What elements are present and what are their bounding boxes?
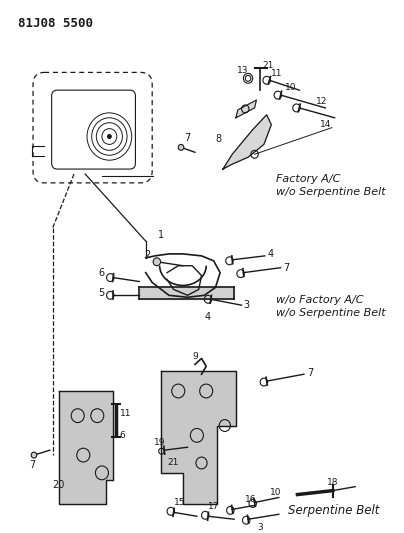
Polygon shape — [223, 115, 271, 169]
Polygon shape — [162, 372, 236, 504]
Text: 4: 4 — [267, 249, 274, 259]
Text: 6: 6 — [98, 268, 104, 278]
Text: 5: 5 — [98, 288, 105, 298]
Text: Factory A/C: Factory A/C — [276, 174, 341, 184]
Text: 10: 10 — [285, 83, 297, 92]
Text: w/o Factory A/C: w/o Factory A/C — [276, 295, 364, 305]
Text: Serpentine Belt: Serpentine Belt — [288, 504, 379, 518]
Text: 8: 8 — [215, 134, 222, 144]
Text: w/o Serpentine Belt: w/o Serpentine Belt — [276, 187, 386, 197]
Circle shape — [31, 452, 37, 458]
Text: 81J08 5500: 81J08 5500 — [18, 17, 93, 30]
Text: 6: 6 — [120, 431, 125, 440]
Polygon shape — [59, 391, 113, 504]
Text: 11: 11 — [120, 409, 131, 418]
Text: 13: 13 — [237, 66, 248, 75]
Text: 1: 1 — [158, 230, 164, 240]
Text: 7: 7 — [29, 460, 36, 470]
Text: 18: 18 — [327, 478, 339, 487]
Text: 21: 21 — [167, 458, 179, 467]
Circle shape — [153, 258, 160, 266]
Text: 7: 7 — [184, 133, 190, 142]
Polygon shape — [236, 100, 257, 118]
Polygon shape — [139, 287, 234, 299]
Text: w/o Serpentine Belt: w/o Serpentine Belt — [276, 308, 386, 318]
Text: 3: 3 — [244, 300, 250, 310]
Circle shape — [107, 134, 111, 139]
Text: 12: 12 — [316, 96, 327, 106]
Text: 21: 21 — [262, 61, 274, 70]
Text: 7: 7 — [307, 368, 313, 378]
Text: 10: 10 — [269, 488, 281, 497]
Text: 7: 7 — [284, 263, 290, 273]
Text: 9: 9 — [192, 352, 198, 361]
Text: 16: 16 — [245, 495, 257, 504]
Text: 3: 3 — [257, 523, 263, 531]
Text: 11: 11 — [271, 69, 283, 78]
Text: 2: 2 — [144, 250, 150, 260]
Text: 20: 20 — [53, 480, 65, 490]
Text: 4: 4 — [204, 312, 210, 322]
Text: 14: 14 — [320, 120, 331, 129]
Text: 17: 17 — [208, 502, 219, 511]
Text: 15: 15 — [174, 498, 185, 507]
Circle shape — [178, 144, 184, 150]
Text: 19: 19 — [154, 438, 166, 447]
